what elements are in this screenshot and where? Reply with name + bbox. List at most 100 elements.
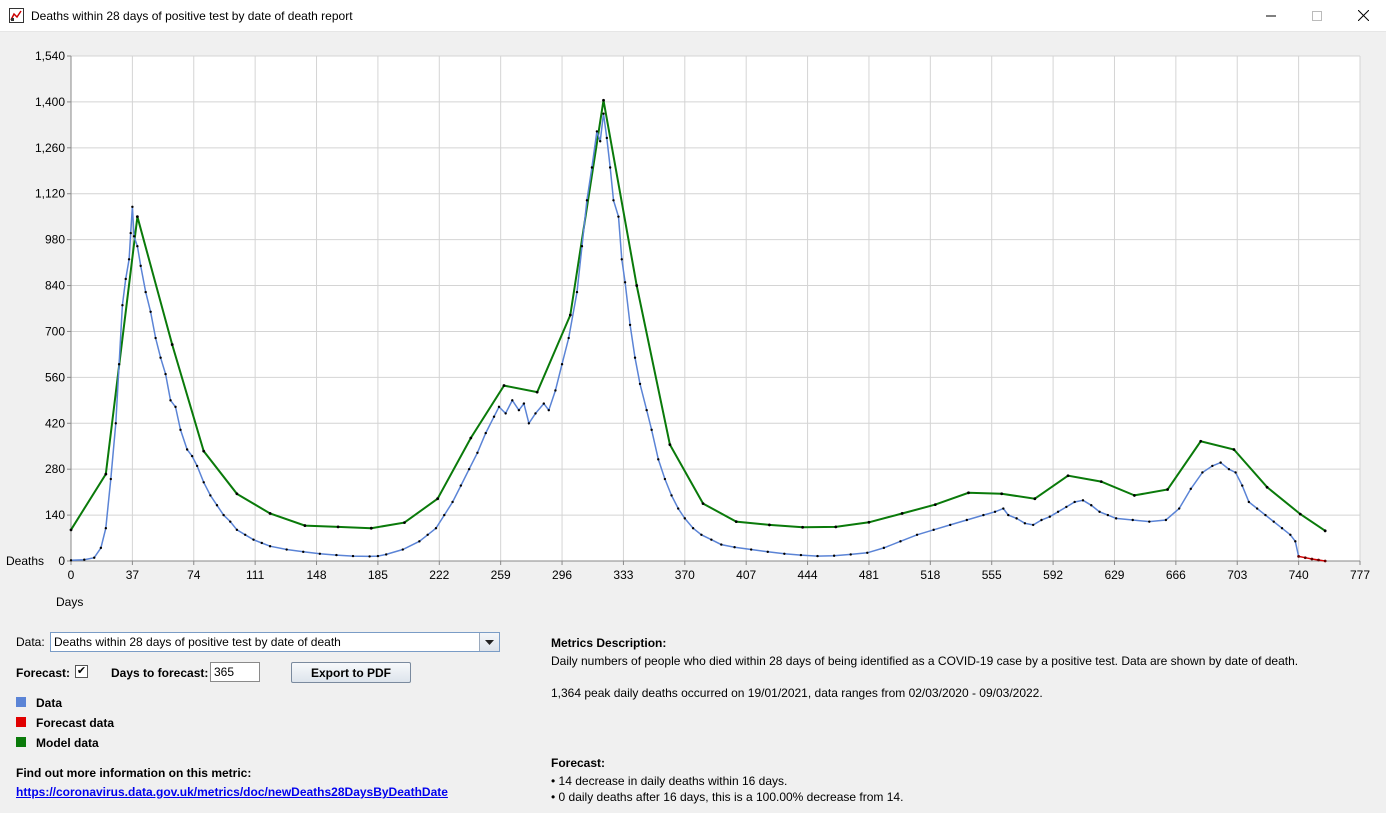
point-data [623,281,627,284]
maximize-icon [1312,10,1322,21]
x-axis-ticks: 0 37 74 111 148 185 222 259 296 333 370 407 444 481 51… [68,561,1370,582]
y-tick-label: 700 [45,324,65,338]
point-data [633,356,637,359]
x-tick-label: 74 [187,568,201,582]
minimize-button[interactable] [1248,0,1294,31]
point-data [93,556,96,559]
dropdown-button[interactable] [479,633,499,651]
point-model-data [469,436,473,440]
point-model-data [69,528,73,532]
point-data [676,507,680,510]
x-tick-label: 259 [491,568,511,582]
point-model-data [801,525,804,529]
point-data [1189,487,1192,491]
point-data [121,304,124,307]
point-data [229,520,232,523]
point-data [459,484,463,487]
days-to-forecast-input[interactable] [210,662,260,682]
point-data [547,408,550,412]
x-tick-label: 370 [675,568,695,582]
point-data [645,408,648,412]
point-data [418,540,421,543]
point-model-data [1265,485,1269,489]
y-tick-label: 1,400 [35,95,65,109]
x-axis-label: Days [56,595,83,609]
close-button[interactable] [1340,0,1386,31]
point-data [426,533,429,536]
y-tick-label: 140 [45,508,65,522]
point-data [117,363,121,366]
forecast-label: Forecast: [16,666,71,680]
point-data [202,481,205,484]
point-data [185,448,189,451]
data-select-value: Deaths within 28 days of positive test b… [54,635,341,649]
point-data [1219,461,1222,464]
point-data [467,467,471,471]
point-data [174,405,177,409]
point-data [663,477,667,481]
x-tick-label: 185 [368,568,388,582]
export-pdf-button[interactable]: Export to PDF [291,662,411,683]
point-data [69,559,73,562]
window-title: Deaths within 28 days of positive test b… [31,9,353,23]
point-data [683,517,687,520]
forecast-checkbox[interactable]: ✔ [75,665,88,678]
point-data [1015,517,1018,520]
data-select[interactable]: Deaths within 28 days of positive test b… [50,632,500,652]
point-data [605,136,609,140]
point-data [260,541,263,545]
point-data [136,244,139,248]
legend-swatch [16,717,26,727]
point-data [1201,471,1204,474]
point-data [1098,510,1101,514]
point-data [179,428,182,432]
point-data [1048,515,1051,518]
point-data [590,166,594,169]
minimize-icon [1266,15,1276,16]
point-data [882,546,886,550]
x-tick-label: 703 [1227,568,1247,582]
forecast-bullet-1: • 14 decrease in daily deaths within 16 … [551,774,788,788]
point-data [195,464,199,468]
point-forecast-data [1310,557,1314,561]
point-model-data [568,313,572,317]
point-data [620,258,623,261]
point-data [638,382,642,386]
point-data [99,546,103,550]
point-data [965,518,969,522]
x-tick-label: 444 [798,568,818,582]
point-data [83,558,86,561]
point-data [114,422,117,425]
data-label: Data: [16,635,45,649]
x-tick-label: 0 [68,568,75,582]
point-data [580,244,584,248]
point-data [376,554,380,558]
point-data [595,130,599,133]
point-data [1241,484,1244,487]
grid [71,55,1361,561]
maximize-button[interactable] [1294,0,1340,31]
point-data [164,372,167,376]
point-data [159,356,162,359]
point-model-data [436,497,440,501]
x-tick-label: 481 [859,568,879,582]
chevron-down-icon [485,639,494,645]
point-model-data [403,521,406,525]
point-data [691,527,695,530]
point-data [1056,510,1060,514]
point-data [1148,520,1151,523]
point-model-data [1099,480,1103,484]
point-data [154,336,157,340]
point-model-data [1033,497,1037,501]
point-model-data [336,525,340,529]
info-heading: Find out more information on this metric… [16,766,252,780]
x-tick-label: 111 [246,568,265,582]
y-axis-ticks: 0 140 280 420 560 700 840 980 1,120 1,260 1,400 1,5… [35,49,71,568]
metric-doc-link[interactable]: https://coronavirus.data.gov.uk/metrics/… [16,785,448,799]
point-data [915,533,919,536]
point-data [484,431,487,435]
x-tick-label: 666 [1166,568,1186,582]
point-data [252,538,255,541]
point-model-data [170,343,174,346]
x-tick-label: 333 [613,568,633,582]
